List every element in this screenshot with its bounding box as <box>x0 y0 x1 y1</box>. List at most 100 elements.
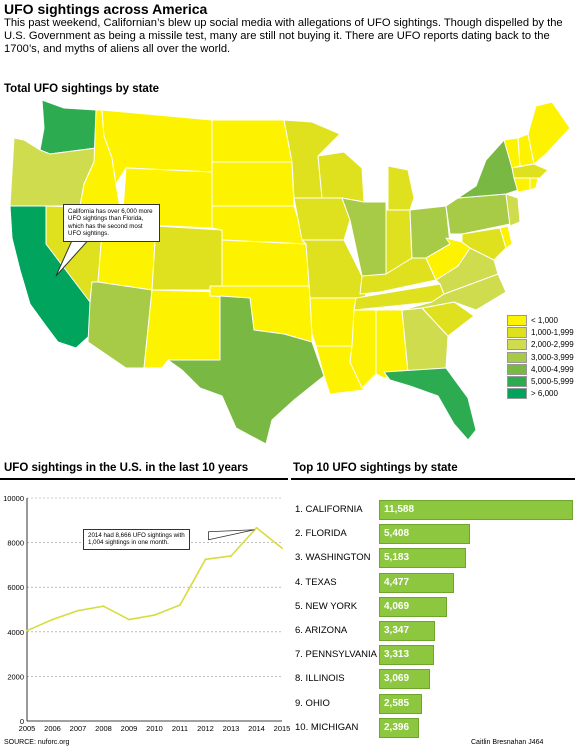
bar <box>379 621 436 641</box>
state-kansas <box>221 239 311 287</box>
x-tick-label: 2009 <box>121 724 138 733</box>
section-divider <box>0 478 288 480</box>
y-tick-label: 4000 <box>7 628 24 637</box>
data-point <box>204 558 207 561</box>
intro-text: This past weekend, Californian’s blew up… <box>4 17 563 55</box>
state-delaware <box>499 225 513 249</box>
y-tick-label: 0 <box>20 717 24 726</box>
x-tick-label: 2005 <box>19 724 36 733</box>
legend-swatch <box>507 388 527 400</box>
legend-swatch <box>507 375 527 387</box>
data-point <box>230 555 232 557</box>
bar-value-label: 5,183 <box>384 552 410 564</box>
state-florida <box>383 367 477 441</box>
bar-category-label: 1. CALIFORNIA <box>295 504 363 515</box>
state-north-dakota <box>211 119 293 163</box>
bar <box>379 669 431 690</box>
x-tick-label: 2011 <box>172 724 188 733</box>
legend-label: < 1,000 <box>531 316 558 325</box>
bar-category-label: 3. WASHINGTON <box>295 552 371 564</box>
state-arizona <box>87 281 153 369</box>
legend-swatch <box>507 363 527 375</box>
legend-swatch <box>507 315 527 326</box>
legend-label: 4,000-4,999 <box>531 364 574 374</box>
bar-value-label: 2,585 <box>384 697 410 709</box>
x-tick-label: 2013 <box>223 724 240 733</box>
data-point <box>128 618 130 621</box>
state-iowa <box>293 197 351 241</box>
bar-category-label: 10. MICHIGAN <box>295 721 359 733</box>
line-chart-title: UFO sightings in the U.S. in the last 10… <box>4 462 249 474</box>
bar-value-label: 2,396 <box>384 721 410 733</box>
legend-label: 2,000-2,999 <box>531 340 574 350</box>
y-tick-label: 6000 <box>7 583 24 592</box>
state-maine <box>527 101 571 165</box>
bar-value-label: 3,069 <box>384 673 410 685</box>
bar-category-label: 7. PENNSYLVANIA <box>295 649 378 661</box>
bar-value-label: 5,408 <box>384 528 410 540</box>
bar-value-label: 3,313 <box>384 649 410 661</box>
us-map <box>9 99 571 445</box>
state-south-dakota <box>211 161 295 207</box>
state-new-mexico <box>143 289 223 369</box>
bar-category-label: 5. NEW YORK <box>295 600 358 612</box>
bar <box>379 693 423 714</box>
x-tick-label: 2014 <box>248 724 265 733</box>
data-point <box>281 547 283 550</box>
annotation-pointer <box>208 529 255 541</box>
state-rhode-island <box>529 177 539 191</box>
legend-swatch <box>507 351 527 363</box>
legend-label: 1,000-1,999 <box>531 328 574 338</box>
state-arkansas <box>309 297 357 347</box>
state-colorado <box>151 225 223 291</box>
data-point <box>51 618 54 621</box>
data-point <box>77 609 79 612</box>
bar-category-label: 8. ILLINOIS <box>295 673 345 685</box>
bar <box>379 645 435 666</box>
map-annotation: California has over 6,000 more UFO sight… <box>63 204 160 242</box>
bar <box>379 524 470 545</box>
data-point <box>26 629 28 632</box>
y-tick-label: 10000 <box>3 494 24 503</box>
state-texas <box>167 295 325 445</box>
bar <box>379 596 448 617</box>
section-divider <box>291 478 575 480</box>
state-new-jersey <box>505 193 521 227</box>
bar-category-label: 6. ARIZONA <box>295 625 348 636</box>
bar-chart-title: Top 10 UFO sightings by state <box>293 462 458 474</box>
map-title: Total UFO sightings by state <box>4 83 160 95</box>
bar-category-label: 9. OHIO <box>295 697 330 709</box>
bar-value-label: 11,588 <box>384 504 415 515</box>
bar-value-label: 4,477 <box>384 576 410 588</box>
legend-swatch <box>507 339 527 351</box>
bar <box>379 548 466 569</box>
x-tick-label: 2007 <box>70 724 87 733</box>
bar-value-label: 3,347 <box>384 625 410 636</box>
y-tick-label: 8000 <box>7 539 24 548</box>
bar <box>379 717 420 738</box>
x-tick-label: 2008 <box>95 724 112 733</box>
x-tick-label: 2010 <box>146 724 163 733</box>
page-title: UFO sightings across America <box>4 1 208 17</box>
bar <box>379 572 454 593</box>
bar <box>379 500 573 520</box>
line-chart-annotation: 2014 had 8,666 UFO sightings with 1,004 … <box>83 529 190 550</box>
legend-label: 5,000-5,999 <box>531 376 574 386</box>
legend-label: > 6,000 <box>531 389 558 399</box>
legend-label: 3,000-3,999 <box>531 352 574 362</box>
state-massachusetts <box>511 163 549 179</box>
data-point <box>153 614 156 616</box>
source-note: SOURCE: nuforc.org <box>4 739 70 746</box>
x-tick-label: 2015 <box>274 724 290 733</box>
legend-swatch <box>507 327 527 339</box>
data-point <box>255 526 258 529</box>
state-nebraska <box>211 205 307 245</box>
data-point <box>179 604 181 606</box>
data-point <box>102 605 105 608</box>
x-tick-label: 2012 <box>197 724 214 733</box>
state-washington <box>39 99 97 155</box>
x-tick-label: 2006 <box>44 724 61 733</box>
state-michigan <box>387 165 415 211</box>
bar-value-label: 4,069 <box>384 600 410 612</box>
credit-note: Caitlin Bresnahan J464 <box>471 739 544 746</box>
